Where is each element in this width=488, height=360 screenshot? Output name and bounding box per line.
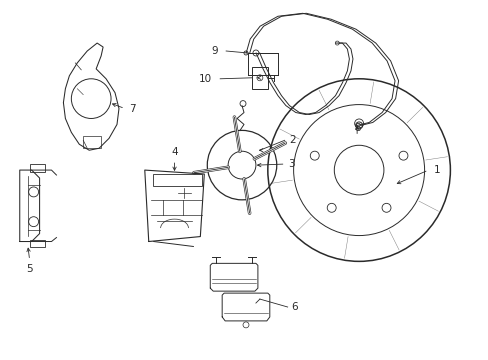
Bar (30, 239, 44, 247)
Text: 5: 5 (26, 264, 33, 274)
Text: 10: 10 (199, 74, 212, 84)
Bar (251, 67, 267, 89)
Text: 3: 3 (287, 159, 294, 169)
Bar (30, 164, 44, 172)
Text: 2: 2 (289, 135, 296, 145)
Text: 4: 4 (171, 147, 178, 157)
Text: 7: 7 (129, 104, 135, 113)
Text: 6: 6 (291, 302, 298, 312)
Text: 1: 1 (433, 165, 439, 175)
Text: 8: 8 (353, 123, 360, 133)
Bar (152, 174, 202, 186)
Text: 9: 9 (211, 46, 218, 56)
Bar (83, 136, 101, 148)
